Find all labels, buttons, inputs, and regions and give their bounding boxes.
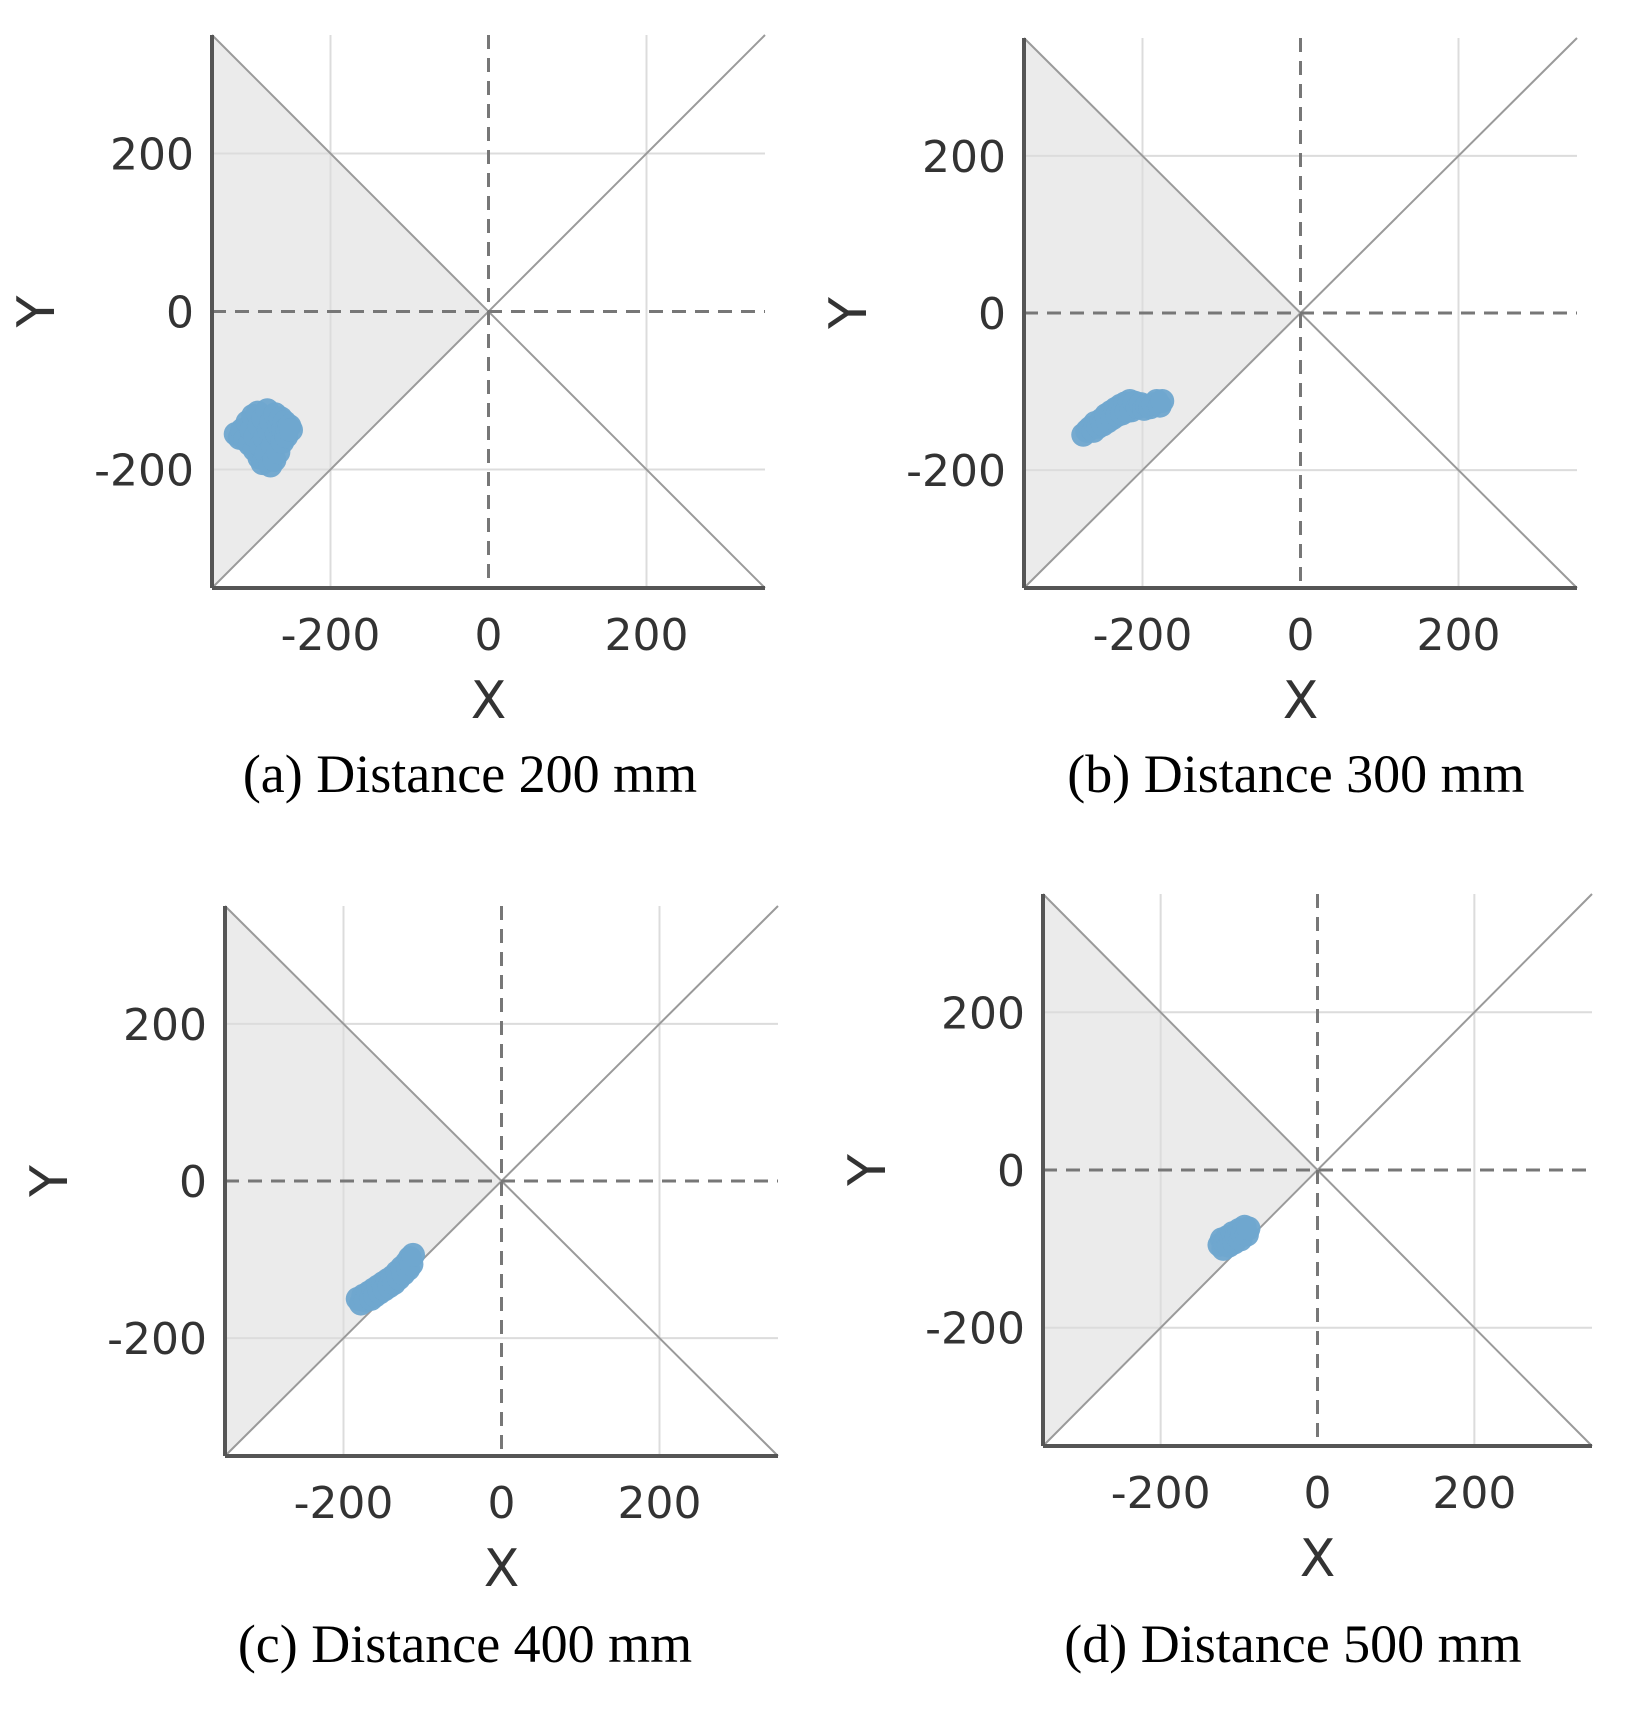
x-tick-label: -200 — [1111, 1468, 1211, 1519]
x-axis-title: X — [1283, 671, 1319, 731]
y-tick-label: 0 — [997, 1146, 1025, 1197]
y-tick-label: 200 — [123, 1000, 207, 1051]
y-tick-label: 200 — [941, 988, 1025, 1039]
x-tick-label: 0 — [475, 610, 503, 661]
x-tick-label: 0 — [1287, 610, 1315, 661]
chart-panel-2: -200 0 200 200 0 -200 X Y (c) Distance 400 mm — [20, 905, 779, 1674]
x-tick-label: 0 — [488, 1478, 516, 1529]
y-tick-label: 0 — [166, 288, 194, 339]
x-tick-label: -200 — [1093, 610, 1193, 661]
x-tick-label: -200 — [294, 1478, 394, 1529]
chart-panel-3: -200 0 200 200 0 -200 X Y (d) Distance 500 mm — [838, 893, 1593, 1674]
y-axis-title: Y — [20, 1165, 80, 1198]
y-tick-label: 200 — [922, 132, 1006, 183]
panel-caption: (a) Distance 200 mm — [243, 744, 697, 804]
panel-caption: (c) Distance 400 mm — [238, 1614, 692, 1674]
data-point — [401, 1242, 426, 1267]
y-tick-label: -200 — [906, 446, 1006, 497]
panel-caption: (d) Distance 500 mm — [1064, 1614, 1521, 1674]
panel-caption: (b) Distance 300 mm — [1067, 744, 1524, 804]
y-tick-label: -200 — [107, 1314, 207, 1365]
x-axis-title: X — [484, 1539, 520, 1599]
chart-panel-1: -200 0 200 200 0 -200 X Y (b) Distance 300 mm — [819, 37, 1578, 804]
y-axis-title: Y — [838, 1154, 898, 1187]
shaded-region — [1043, 894, 1318, 1446]
x-axis-title: X — [471, 671, 507, 731]
y-tick-label: 0 — [978, 289, 1006, 340]
y-axis-title: Y — [819, 297, 879, 330]
x-tick-label: 200 — [605, 610, 689, 661]
data-point — [279, 418, 303, 442]
y-tick-label: 200 — [110, 130, 194, 181]
data-point — [1150, 389, 1175, 413]
x-tick-label: 200 — [618, 1478, 702, 1529]
y-tick-label: -200 — [94, 446, 194, 497]
x-tick-label: -200 — [281, 610, 381, 661]
x-axis-title: X — [1300, 1529, 1336, 1589]
x-tick-label: 0 — [1304, 1468, 1332, 1519]
y-tick-label: 0 — [179, 1157, 207, 1208]
y-axis-title: Y — [7, 295, 67, 328]
y-tick-label: -200 — [925, 1304, 1025, 1355]
chart-panel-0: -200 0 200 200 0 -200 X Y (a) Distance 200 mm — [7, 34, 766, 804]
data-point — [1236, 1216, 1261, 1241]
x-tick-label: 200 — [1432, 1468, 1516, 1519]
x-tick-label: 200 — [1417, 610, 1501, 661]
